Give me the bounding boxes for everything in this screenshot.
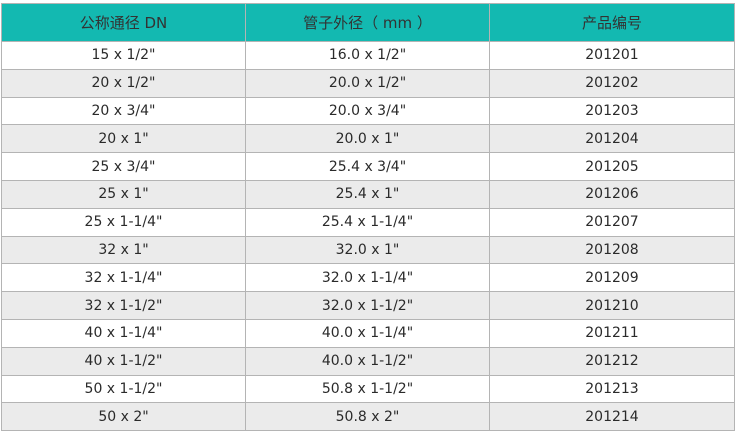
cell-product-code: 201212 xyxy=(489,346,735,376)
table-row: 25 x 1" 25.4 x 1" 201206 xyxy=(1,179,735,209)
table-row: 32 x 1-1/4" 32.0 x 1-1/4" 201209 xyxy=(1,263,735,293)
cell-product-code: 201204 xyxy=(489,124,735,154)
table-row: 32 x 1-1/2" 32.0 x 1-1/2" 201210 xyxy=(1,291,735,320)
cell-outer-diameter: 40.0 x 1-1/4" xyxy=(245,318,490,348)
header-outer-diameter: 管子外径（ mm ） xyxy=(245,3,490,42)
table-row: 40 x 1-1/4" 40.0 x 1-1/4" 201211 xyxy=(1,318,735,348)
cell-nominal-diameter: 25 x 1" xyxy=(1,179,246,209)
table-row: 15 x 1/2" 16.0 x 1/2" 201201 xyxy=(1,41,735,70)
cell-outer-diameter: 32.0 x 1-1/2" xyxy=(245,291,490,320)
cell-outer-diameter: 50.8 x 2" xyxy=(245,402,490,432)
cell-nominal-diameter: 20 x 3/4" xyxy=(1,96,246,126)
cell-nominal-diameter: 32 x 1" xyxy=(1,235,246,265)
header-row: 公称通径 DN 管子外径（ mm ） 产品编号 xyxy=(1,3,735,42)
cell-nominal-diameter: 50 x 1-1/2" xyxy=(1,374,246,404)
cell-product-code: 201203 xyxy=(489,96,735,126)
cell-product-code: 201211 xyxy=(489,318,735,348)
cell-nominal-diameter: 40 x 1-1/2" xyxy=(1,346,246,376)
cell-product-code: 201207 xyxy=(489,207,735,237)
header-nominal-diameter: 公称通径 DN xyxy=(1,3,246,42)
cell-outer-diameter: 25.4 x 1-1/4" xyxy=(245,207,490,237)
spec-table: 公称通径 DN 管子外径（ mm ） 产品编号 15 x 1/2" 16.0 x … xyxy=(1,3,735,432)
cell-product-code: 201208 xyxy=(489,235,735,265)
cell-outer-diameter: 32.0 x 1" xyxy=(245,235,490,265)
cell-product-code: 201201 xyxy=(489,41,735,70)
table-row: 20 x 3/4" 20.0 x 3/4" 201203 xyxy=(1,96,735,126)
cell-nominal-diameter: 25 x 1-1/4" xyxy=(1,207,246,237)
cell-outer-diameter: 50.8 x 1-1/2" xyxy=(245,374,490,404)
cell-product-code: 201209 xyxy=(489,263,735,293)
cell-outer-diameter: 20.0 x 1/2" xyxy=(245,68,490,98)
table-row: 50 x 2" 50.8 x 2" 201214 xyxy=(1,402,735,432)
cell-outer-diameter: 32.0 x 1-1/4" xyxy=(245,263,490,293)
cell-nominal-diameter: 25 x 3/4" xyxy=(1,152,246,181)
cell-outer-diameter: 40.0 x 1-1/2" xyxy=(245,346,490,376)
table-row: 40 x 1-1/2" 40.0 x 1-1/2" 201212 xyxy=(1,346,735,376)
table-row: 20 x 1" 20.0 x 1" 201204 xyxy=(1,124,735,154)
table-row: 25 x 3/4" 25.4 x 3/4" 201205 xyxy=(1,152,735,181)
cell-outer-diameter: 16.0 x 1/2" xyxy=(245,41,490,70)
cell-outer-diameter: 25.4 x 3/4" xyxy=(245,152,490,181)
header-product-code: 产品编号 xyxy=(489,3,735,42)
cell-nominal-diameter: 20 x 1/2" xyxy=(1,68,246,98)
cell-nominal-diameter: 20 x 1" xyxy=(1,124,246,154)
cell-nominal-diameter: 50 x 2" xyxy=(1,402,246,432)
table-row: 32 x 1" 32.0 x 1" 201208 xyxy=(1,235,735,265)
table-row: 25 x 1-1/4" 25.4 x 1-1/4" 201207 xyxy=(1,207,735,237)
table-row: 50 x 1-1/2" 50.8 x 1-1/2" 201213 xyxy=(1,374,735,404)
cell-product-code: 201206 xyxy=(489,179,735,209)
cell-nominal-diameter: 32 x 1-1/2" xyxy=(1,291,246,320)
cell-outer-diameter: 20.0 x 1" xyxy=(245,124,490,154)
table-row: 20 x 1/2" 20.0 x 1/2" 201202 xyxy=(1,68,735,98)
cell-product-code: 201214 xyxy=(489,402,735,432)
cell-nominal-diameter: 15 x 1/2" xyxy=(1,41,246,70)
cell-product-code: 201202 xyxy=(489,68,735,98)
cell-outer-diameter: 20.0 x 3/4" xyxy=(245,96,490,126)
cell-product-code: 201205 xyxy=(489,152,735,181)
cell-nominal-diameter: 40 x 1-1/4" xyxy=(1,318,246,348)
cell-outer-diameter: 25.4 x 1" xyxy=(245,179,490,209)
cell-product-code: 201210 xyxy=(489,291,735,320)
cell-product-code: 201213 xyxy=(489,374,735,404)
cell-nominal-diameter: 32 x 1-1/4" xyxy=(1,263,246,293)
